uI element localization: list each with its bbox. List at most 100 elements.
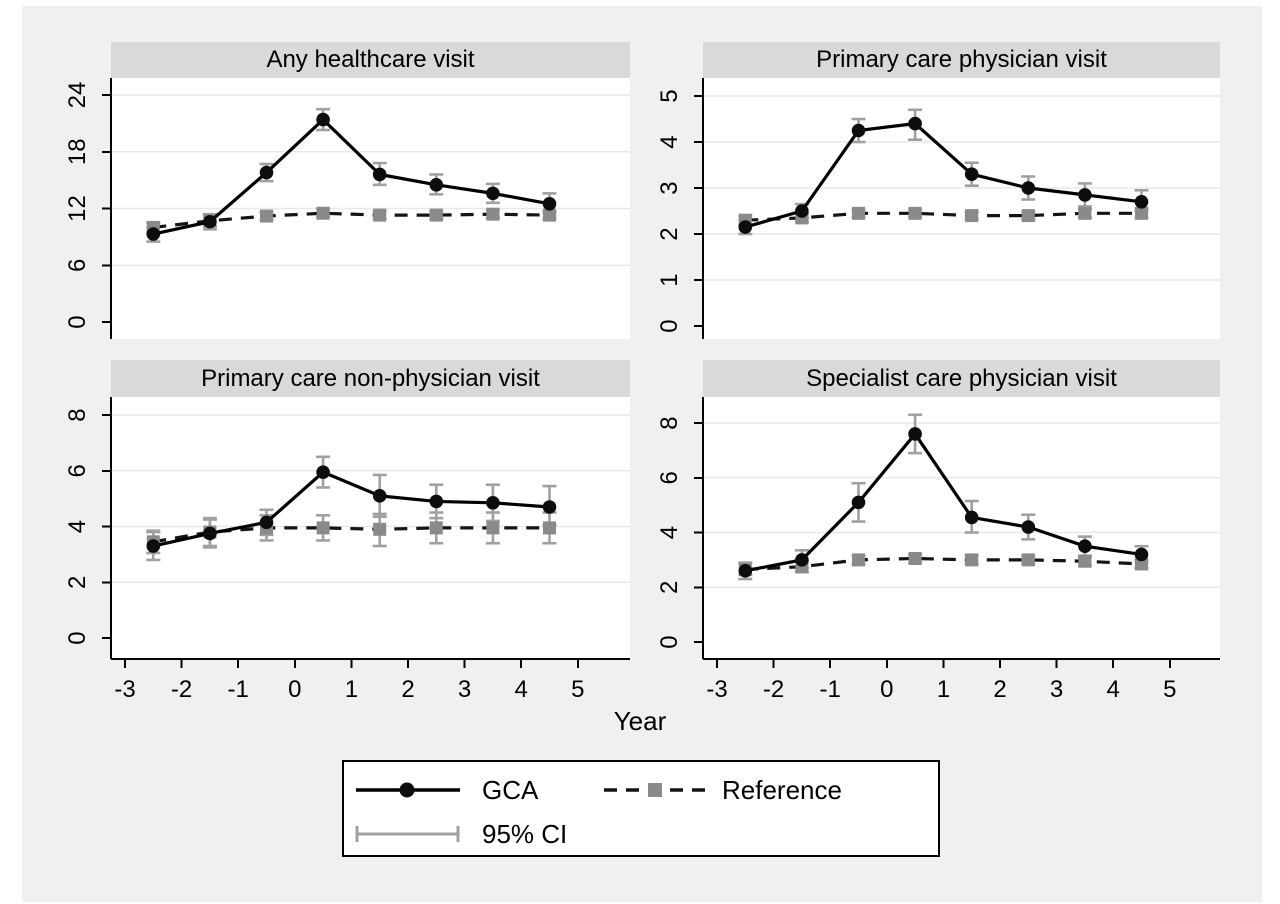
x-tick-label: -2 bbox=[171, 676, 192, 703]
x-tick-label: 4 bbox=[1107, 676, 1120, 703]
plot-area bbox=[703, 78, 1220, 339]
y-tick-label: 2 bbox=[656, 581, 683, 594]
reference-marker bbox=[965, 209, 979, 223]
series-gca bbox=[738, 427, 1149, 578]
panel-plot-2: 0 2 4 6 8 -3 -2 -1 0 1 2 3 4 5 bbox=[64, 397, 630, 703]
gca-marker bbox=[542, 500, 557, 514]
gca-marker bbox=[259, 165, 274, 180]
x-tick-label: 4 bbox=[515, 676, 528, 703]
x-tick-label: 5 bbox=[571, 676, 584, 703]
panel-title-specialist-care-physician-visit: Specialist care physician visit bbox=[703, 360, 1220, 397]
y-tick-label: 0 bbox=[656, 319, 683, 332]
reference-marker bbox=[852, 206, 865, 220]
y-tick-label: 0 bbox=[656, 635, 683, 648]
x-tick-label: 2 bbox=[401, 676, 414, 703]
panel-title-primary-care-non-physician-visit: Primary care non-physician visit bbox=[111, 360, 630, 397]
legend-label-reference: Reference bbox=[722, 774, 842, 805]
y-tick-label: 0 bbox=[64, 315, 91, 328]
y-tick-label: 4 bbox=[656, 135, 683, 148]
reference-marker bbox=[486, 521, 500, 535]
y-tick-label: 8 bbox=[656, 416, 683, 429]
series-gca bbox=[146, 465, 557, 553]
x-axis: -3 -2 -1 0 1 2 3 4 5 bbox=[703, 658, 1220, 703]
gca-marker bbox=[372, 489, 387, 503]
gca-marker bbox=[372, 167, 387, 182]
legend: GCA Reference 95% CI bbox=[342, 760, 940, 857]
y-tick-label: 8 bbox=[64, 408, 91, 421]
reference-marker bbox=[543, 521, 556, 535]
series-reference bbox=[738, 206, 1148, 227]
gca-marker bbox=[316, 112, 330, 127]
gca-marker bbox=[908, 427, 922, 441]
panel-plot-3: 0 2 4 6 8 -3 -2 -1 0 1 2 3 4 5 bbox=[656, 397, 1220, 703]
panel-title-primary-care-physician-visit: Primary care physician visit bbox=[703, 42, 1220, 78]
reference-marker bbox=[1021, 553, 1035, 567]
series-reference bbox=[146, 206, 556, 234]
x-tick-label: 1 bbox=[345, 676, 358, 703]
y-axis: 0 2 4 6 8 bbox=[64, 397, 112, 659]
gca-marker bbox=[1078, 539, 1092, 553]
reference-marker bbox=[1078, 554, 1092, 568]
gca-marker bbox=[795, 204, 809, 218]
gca-marker bbox=[964, 167, 979, 181]
gca-marker bbox=[908, 116, 922, 131]
gca-marker bbox=[851, 123, 866, 138]
gca-marker bbox=[486, 186, 500, 201]
gca-marker bbox=[964, 510, 979, 525]
y-axis: 0 6 12 18 24 bbox=[64, 78, 112, 339]
gca-marker bbox=[259, 515, 274, 530]
gca-marker bbox=[429, 494, 444, 509]
x-tick-label: 0 bbox=[288, 676, 301, 703]
reference-marker bbox=[1078, 206, 1092, 220]
y-tick-label: 3 bbox=[656, 181, 683, 194]
legend-item-ci: 95% CI bbox=[354, 818, 568, 849]
reference-marker bbox=[373, 208, 387, 222]
gca-line-sample-icon bbox=[356, 782, 460, 798]
reference-marker bbox=[429, 208, 443, 222]
x-tick-label: -2 bbox=[763, 676, 784, 703]
gca-marker bbox=[795, 553, 809, 567]
y-tick-label: 18 bbox=[64, 138, 91, 165]
x-tick-label: -3 bbox=[706, 676, 727, 703]
y-tick-label: 24 bbox=[64, 82, 91, 109]
gca-marker bbox=[1134, 547, 1149, 562]
y-tick-label: 1 bbox=[656, 273, 683, 286]
x-tick-label: 0 bbox=[880, 676, 893, 703]
legend-item-gca: GCA bbox=[354, 775, 538, 805]
gca-marker bbox=[146, 227, 161, 241]
y-tick-label: 0 bbox=[64, 631, 91, 644]
y-tick-label: 6 bbox=[656, 471, 683, 484]
y-tick-label: 2 bbox=[656, 227, 683, 240]
gca-marker bbox=[146, 539, 161, 553]
x-tick-label: 2 bbox=[993, 676, 1006, 703]
panel-plot-1: 0 1 2 3 4 5 bbox=[656, 78, 1220, 339]
legend-item-reference: Reference bbox=[602, 774, 842, 805]
reference-marker bbox=[316, 206, 330, 220]
gca-marker bbox=[486, 496, 500, 510]
gca-marker bbox=[203, 214, 217, 229]
legend-label-ci: 95% CI bbox=[482, 818, 568, 849]
y-axis: 0 1 2 3 4 5 bbox=[656, 78, 704, 339]
y-tick-label: 5 bbox=[656, 89, 683, 102]
y-tick-label: 6 bbox=[64, 259, 91, 272]
x-tick-label: 3 bbox=[1050, 676, 1063, 703]
reference-marker bbox=[260, 209, 273, 223]
y-axis: 0 2 4 6 8 bbox=[656, 397, 704, 659]
panel-plot-0: 0 6 12 18 24 bbox=[64, 78, 630, 339]
reference-marker bbox=[1021, 209, 1035, 223]
reference-marker bbox=[965, 553, 979, 567]
x-tick-label: -1 bbox=[228, 676, 249, 703]
gca-marker bbox=[1078, 188, 1092, 202]
reference-marker bbox=[429, 521, 443, 535]
y-tick-label: 6 bbox=[64, 464, 91, 477]
ci-bar-sample-icon bbox=[355, 826, 460, 842]
panel-title-any-healthcare-visit: Any healthcare visit bbox=[111, 42, 630, 78]
y-tick-label: 4 bbox=[64, 520, 91, 533]
x-tick-label: 1 bbox=[937, 676, 950, 703]
reference-marker bbox=[908, 552, 922, 566]
reference-marker bbox=[543, 208, 556, 222]
x-tick-label: -1 bbox=[820, 676, 841, 703]
gca-marker bbox=[316, 465, 330, 479]
gca-marker bbox=[1134, 195, 1149, 209]
